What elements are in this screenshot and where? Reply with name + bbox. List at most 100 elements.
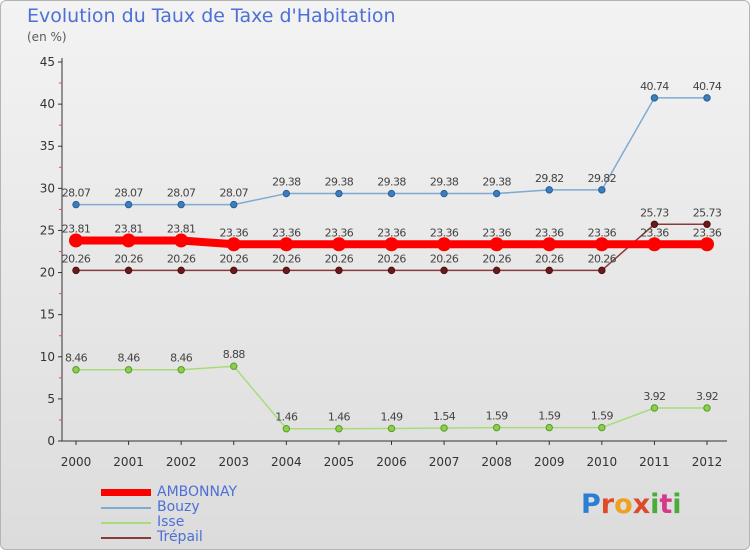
data-point bbox=[279, 237, 294, 252]
data-label: 28.07 bbox=[114, 187, 143, 200]
x-tick-label: 2003 bbox=[218, 455, 249, 469]
data-label: 23.36 bbox=[588, 226, 617, 239]
data-point bbox=[124, 200, 133, 209]
y-tick-label: 15 bbox=[40, 308, 55, 322]
x-tick-label: 2011 bbox=[639, 455, 670, 469]
y-tick-label: 0 bbox=[47, 434, 55, 448]
data-point bbox=[387, 424, 396, 433]
x-tick-label: 2010 bbox=[587, 455, 618, 469]
data-point bbox=[545, 266, 553, 275]
data-point bbox=[598, 186, 606, 194]
data-label: 23.36 bbox=[430, 226, 459, 239]
data-point bbox=[492, 266, 501, 275]
data-label: 23.36 bbox=[482, 226, 511, 239]
data-point bbox=[177, 366, 185, 374]
data-label: 23.81 bbox=[62, 222, 91, 235]
proxiti-logo: Proxiti bbox=[581, 489, 682, 520]
data-label: 3.92 bbox=[643, 390, 665, 403]
data-label: 1.59 bbox=[538, 410, 561, 423]
data-label: 20.26 bbox=[377, 252, 406, 265]
data-label: 29.38 bbox=[325, 176, 354, 189]
data-label: 3.92 bbox=[696, 390, 718, 403]
x-tick-label: 2006 bbox=[376, 455, 407, 469]
data-point bbox=[594, 237, 609, 252]
data-point bbox=[177, 266, 185, 275]
data-label: 1.59 bbox=[486, 410, 509, 423]
data-label: 23.36 bbox=[220, 226, 249, 239]
data-point bbox=[387, 266, 396, 275]
data-label: 29.82 bbox=[588, 172, 617, 185]
data-point bbox=[230, 266, 238, 275]
data-point bbox=[69, 233, 83, 248]
x-tick-label: 2009 bbox=[534, 455, 565, 469]
legend-label: Bouzy bbox=[157, 499, 200, 515]
data-point bbox=[703, 404, 711, 412]
y-tick-label: 5 bbox=[47, 392, 55, 406]
data-label: 8.88 bbox=[223, 348, 246, 361]
data-label: 20.26 bbox=[62, 252, 91, 265]
legend-swatch bbox=[101, 507, 151, 509]
data-label: 23.81 bbox=[167, 222, 196, 235]
data-point bbox=[700, 237, 714, 252]
data-point bbox=[647, 237, 662, 252]
data-point bbox=[437, 237, 452, 252]
data-label: 20.26 bbox=[482, 252, 511, 265]
data-point bbox=[703, 94, 711, 102]
data-label: 1.59 bbox=[591, 410, 614, 423]
data-label: 1.46 bbox=[275, 411, 298, 424]
data-label: 28.07 bbox=[62, 187, 91, 200]
data-label: 29.38 bbox=[482, 176, 511, 189]
legend-label: Trépail bbox=[157, 529, 203, 545]
data-label: 23.36 bbox=[272, 226, 301, 239]
data-label: 20.26 bbox=[220, 252, 249, 265]
data-label: 8.46 bbox=[170, 352, 193, 365]
data-point bbox=[650, 404, 659, 412]
data-point bbox=[545, 186, 553, 194]
data-point bbox=[124, 366, 133, 374]
data-label: 25.73 bbox=[693, 206, 722, 219]
data-point bbox=[282, 266, 291, 275]
y-tick-label: 45 bbox=[40, 55, 55, 69]
data-label: 40.74 bbox=[640, 80, 669, 93]
x-tick-label: 2005 bbox=[324, 455, 355, 469]
x-tick-label: 2007 bbox=[429, 455, 460, 469]
data-point bbox=[121, 233, 136, 248]
data-label: 29.38 bbox=[272, 176, 301, 189]
data-point bbox=[440, 189, 448, 198]
data-point bbox=[542, 237, 557, 252]
y-tick-label: 30 bbox=[40, 181, 55, 195]
data-label: 23.81 bbox=[114, 222, 143, 235]
data-label: 20.26 bbox=[114, 252, 143, 265]
data-label: 29.38 bbox=[430, 176, 459, 189]
data-point bbox=[335, 266, 343, 275]
data-point bbox=[384, 237, 399, 252]
data-point bbox=[177, 200, 185, 209]
chart-subtitle: (en %) bbox=[27, 30, 67, 44]
x-tick-label: 2000 bbox=[61, 455, 92, 469]
data-label: 20.26 bbox=[167, 252, 196, 265]
data-point bbox=[72, 266, 80, 275]
chart-title: Evolution du Taux de Taxe d'Habitation bbox=[27, 5, 396, 27]
legend-label: AMBONNAY bbox=[157, 484, 238, 500]
data-point bbox=[335, 189, 343, 198]
data-label: 20.26 bbox=[535, 252, 564, 265]
data-point bbox=[598, 266, 606, 275]
data-point bbox=[335, 425, 343, 433]
data-point bbox=[226, 237, 241, 252]
legend-swatch bbox=[101, 537, 151, 539]
data-label: 1.49 bbox=[380, 410, 403, 423]
x-tick-label: 2001 bbox=[113, 455, 144, 469]
data-label: 20.26 bbox=[325, 252, 354, 265]
data-label: 1.54 bbox=[433, 410, 456, 423]
data-label: 29.82 bbox=[535, 172, 564, 185]
data-label: 29.38 bbox=[377, 176, 406, 189]
data-label: 8.46 bbox=[118, 352, 141, 365]
data-point bbox=[387, 189, 396, 198]
data-point bbox=[282, 425, 291, 433]
data-label: 20.26 bbox=[272, 252, 301, 265]
data-label: 20.26 bbox=[430, 252, 459, 265]
x-tick-label: 2012 bbox=[692, 455, 723, 469]
data-label: 23.36 bbox=[535, 226, 564, 239]
